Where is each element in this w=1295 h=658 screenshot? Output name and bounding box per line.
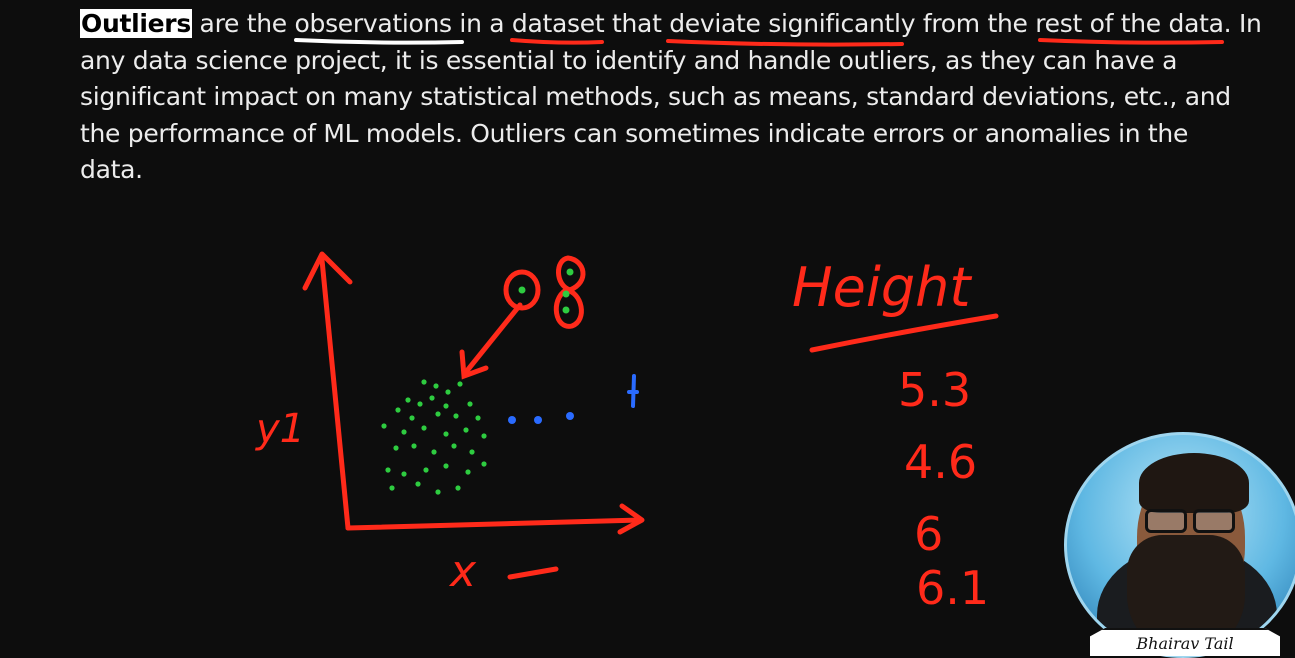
presenter-glasses [1145, 509, 1245, 533]
height-heading: Height [792, 256, 972, 319]
blue-point [508, 416, 516, 424]
height-value: 6.1 [916, 561, 989, 615]
x-axis-label: x [448, 546, 477, 597]
x-axis-arrowhead [617, 503, 645, 535]
x-axis-line [345, 517, 643, 531]
underline-dataset [510, 38, 604, 45]
outliers-definition-paragraph: Outliers are the observations in a datas… [80, 6, 1270, 189]
scatter-axes [302, 251, 645, 535]
height-heading-underline [809, 313, 999, 353]
paragraph-line-3: significant impact on many statistical m… [80, 82, 1231, 111]
outlier-points [518, 268, 574, 314]
x-label-dash [507, 566, 559, 580]
height-value: 4.6 [904, 435, 977, 489]
highlighted-term-outliers: Outliers [80, 9, 192, 38]
outlier-circle-right [553, 255, 586, 329]
outlier-pointer-arrowhead [459, 349, 489, 380]
underline-deviate-significantly [666, 39, 904, 47]
height-values-list: 5.3 4.6 6 6.1 [898, 363, 989, 615]
outlier-pointer-arrow [463, 302, 523, 375]
y-axis-label: y1 [255, 406, 305, 452]
paragraph-line-5: data. [80, 155, 143, 184]
outlier-circle-left [503, 269, 541, 311]
height-value: 5.3 [898, 363, 971, 417]
y-axis-arrowhead [302, 251, 353, 291]
underline-observations [294, 38, 464, 45]
outlier-point [518, 286, 526, 294]
underline-annotations [510, 38, 1224, 47]
blue-mark [627, 374, 639, 408]
presenter-hair [1139, 453, 1249, 513]
y-axis-line [319, 257, 351, 531]
height-value: 6 [914, 507, 943, 561]
blue-point [534, 416, 542, 424]
outlier-point [562, 306, 570, 314]
blue-points [508, 412, 574, 424]
blue-point [566, 412, 574, 420]
paragraph-line-1: Outliers are the observations in a datas… [80, 6, 1270, 43]
outlier-point [562, 290, 570, 298]
paragraph-line-2: any data science project, it is essentia… [80, 45, 1178, 75]
presenter-webcam-avatar [1064, 432, 1295, 658]
presenter-name-banner: Bhairav Tail [1090, 628, 1280, 656]
data-cluster-points [381, 379, 487, 495]
underline-rest-of-the-data [1038, 38, 1224, 45]
outlier-point [566, 268, 574, 276]
outlier-markings [459, 255, 586, 380]
paragraph-line-1-rest: are the observations in a dataset that d… [191, 9, 1262, 38]
paragraph-line-4: the performance of ML models. Outliers c… [80, 118, 1189, 148]
